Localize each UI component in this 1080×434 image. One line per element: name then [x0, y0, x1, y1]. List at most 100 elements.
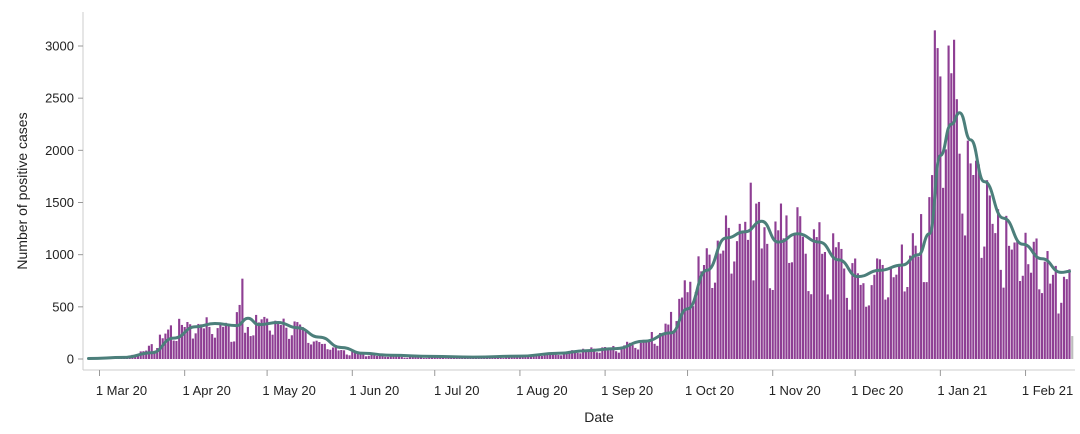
daily-case-bar: [386, 356, 390, 359]
daily-case-bar: [1029, 272, 1033, 359]
daily-case-bar: [928, 197, 931, 359]
daily-case-bar: [1049, 283, 1052, 359]
daily-case-bar: [562, 352, 565, 359]
daily-case-bar: [1043, 261, 1046, 359]
daily-case-bar: [1013, 242, 1016, 359]
daily-case-bar: [612, 345, 615, 359]
daily-case-bar: [535, 355, 538, 359]
daily-case-bar: [172, 340, 175, 359]
daily-case-bar: [249, 336, 252, 359]
daily-case-bar: [290, 335, 293, 359]
daily-case-bar: [180, 324, 183, 359]
daily-case-bar: [255, 314, 258, 359]
daily-case-bar: [279, 325, 282, 359]
daily-case-bar: [1010, 249, 1013, 359]
daily-case-bar: [931, 175, 934, 359]
daily-case-bar: [917, 256, 920, 359]
daily-case-bar: [505, 357, 508, 359]
daily-case-bar: [395, 355, 398, 359]
daily-case-bar: [909, 255, 912, 359]
daily-case-bar: [1035, 238, 1038, 359]
daily-case-bar: [977, 164, 980, 359]
daily-case-bar: [757, 201, 761, 359]
daily-case-bar: [749, 182, 752, 359]
daily-case-bar: [680, 297, 684, 359]
daily-case-bar: [796, 207, 799, 359]
x-tick-label: 1 Jul 20: [434, 383, 480, 398]
y-tick-label: 500: [52, 299, 74, 314]
daily-case-bar: [876, 258, 879, 359]
daily-case-bar: [356, 352, 359, 359]
daily-case-bar: [582, 348, 585, 359]
daily-case-bar: [573, 350, 576, 359]
y-tick-label: 1500: [45, 195, 74, 210]
daily-case-bar: [920, 214, 923, 359]
daily-case-bar: [370, 353, 373, 359]
daily-case-bar: [834, 247, 837, 359]
daily-case-bar: [631, 345, 634, 359]
daily-case-bar: [200, 324, 203, 359]
y-tick-label: 2500: [45, 91, 74, 106]
daily-case-bar: [686, 292, 689, 359]
daily-case-bar: [546, 353, 549, 359]
daily-case-bar: [345, 354, 348, 359]
daily-case-bar: [1068, 269, 1071, 359]
daily-case-bar: [1005, 215, 1008, 359]
x-tick-label: 1 Nov 20: [769, 383, 821, 398]
daily-case-bar: [436, 357, 439, 359]
daily-case-bar: [263, 316, 266, 359]
daily-case-bar: [975, 160, 978, 359]
daily-case-bar: [480, 358, 483, 359]
daily-case-bar: [900, 244, 903, 359]
daily-case-bar: [1018, 281, 1022, 359]
daily-case-bar: [518, 357, 521, 359]
daily-case-bar: [801, 236, 805, 359]
daily-case-bar: [411, 356, 414, 359]
daily-case-bar: [980, 257, 983, 359]
daily-case-bar: [840, 248, 843, 359]
daily-case-bar: [678, 298, 681, 359]
daily-case-bar: [664, 323, 667, 359]
daily-case-bar: [818, 222, 821, 359]
daily-case-bar: [373, 355, 376, 359]
daily-case-bar: [571, 350, 574, 359]
daily-case-bar: [744, 221, 747, 359]
daily-case-bar: [782, 238, 785, 359]
x-tick-label: 1 Aug 20: [516, 383, 567, 398]
daily-case-bar: [491, 357, 494, 359]
daily-case-bar: [705, 248, 708, 359]
daily-case-bar: [389, 355, 392, 359]
daily-case-bar: [771, 289, 774, 359]
daily-case-bar: [400, 356, 403, 359]
daily-case-bar: [958, 153, 961, 359]
daily-case-bar: [832, 233, 835, 359]
daily-case-bar: [499, 357, 502, 359]
daily-case-bar: [304, 330, 307, 359]
x-tick-label: 1 Mar 20: [96, 383, 147, 398]
x-tick-label: 1 May 20: [262, 383, 315, 398]
daily-case-bar: [634, 347, 637, 359]
daily-case-bar: [1054, 265, 1057, 359]
daily-case-bar: [211, 334, 214, 359]
daily-case-bar: [337, 350, 340, 359]
daily-case-bar: [807, 291, 810, 359]
daily-case-bar: [502, 358, 505, 359]
daily-case-bar: [966, 140, 969, 359]
daily-case-bar: [235, 312, 238, 359]
daily-case-bar: [208, 326, 211, 359]
daily-case-bar: [282, 318, 285, 359]
daily-case-bar: [1046, 251, 1049, 359]
daily-case-bar: [419, 356, 423, 359]
daily-case-bar: [617, 352, 620, 359]
daily-case-bar: [277, 323, 280, 359]
daily-case-bar: [793, 233, 796, 359]
daily-case-bar: [362, 353, 365, 359]
daily-case-bar: [191, 338, 194, 359]
daily-case-bar: [178, 318, 181, 359]
daily-case-bar: [244, 332, 247, 359]
daily-case-bar: [922, 282, 925, 359]
daily-case-bar: [288, 338, 291, 359]
daily-case-bar: [296, 322, 299, 359]
daily-case-bar: [167, 329, 170, 359]
daily-case-bar: [540, 355, 543, 359]
